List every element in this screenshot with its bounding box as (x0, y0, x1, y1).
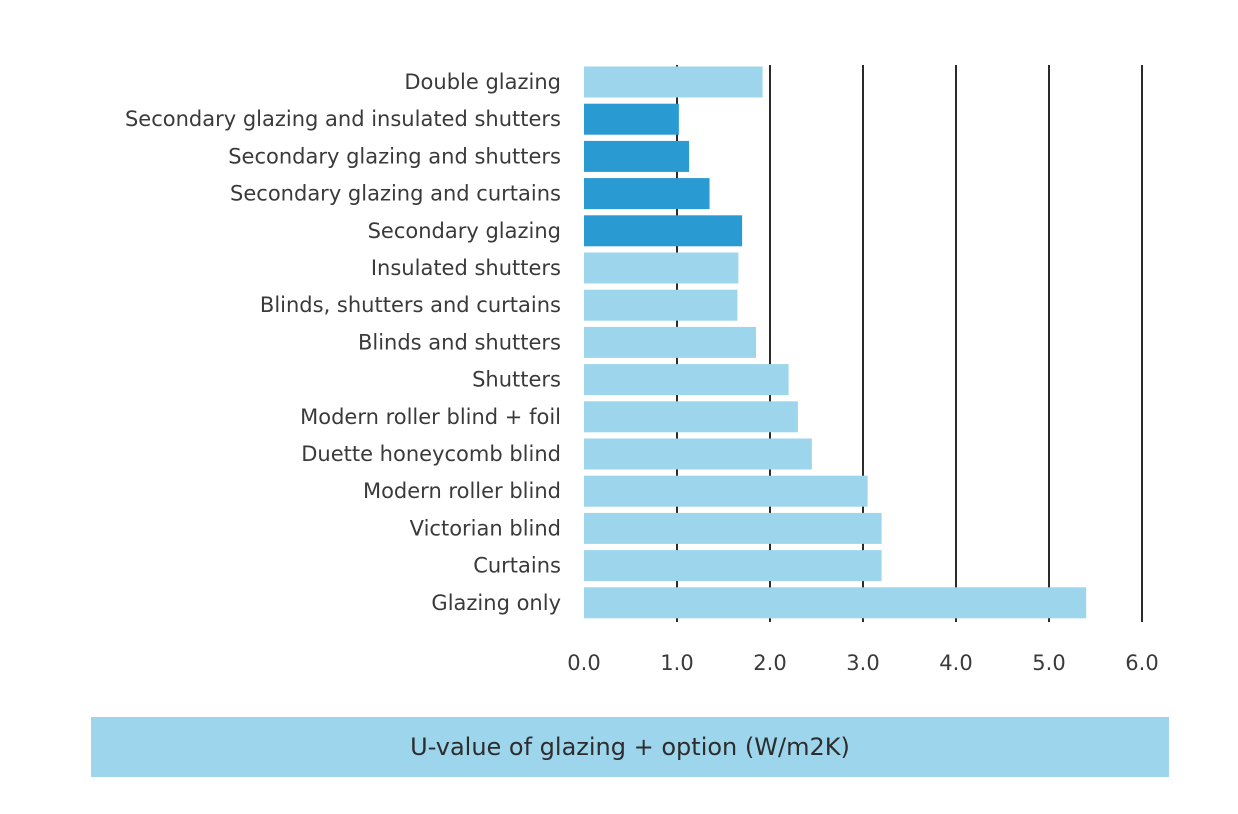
category-label: Shutters (472, 368, 561, 392)
bar (584, 289, 738, 321)
category-labels: Double glazing Secondary glazing and insu… (125, 70, 561, 615)
bar (584, 550, 882, 582)
category-label: Double glazing (404, 70, 561, 94)
category-label: Blinds and shutters (358, 330, 561, 354)
bar (584, 587, 1087, 619)
category-label: Insulated shutters (371, 256, 561, 280)
category-label: Modern roller blind (363, 479, 561, 503)
bars (584, 66, 1087, 619)
x-tick-labels: 0.0 1.0 2.0 3.0 4.0 5.0 6.0 (567, 651, 1158, 675)
x-axis-title-band: U-value of glazing + option (W/m2K) (91, 717, 1169, 777)
category-label: Secondary glazing and shutters (228, 144, 561, 168)
category-label: Secondary glazing and curtains (230, 182, 561, 206)
x-tick-label: 3.0 (846, 651, 879, 675)
bar (584, 103, 679, 135)
x-tick-label: 6.0 (1125, 651, 1158, 675)
category-label: Blinds, shutters and curtains (260, 293, 561, 317)
category-label: Curtains (473, 554, 561, 578)
bar (584, 401, 798, 433)
x-axis-title: U-value of glazing + option (W/m2K) (410, 733, 850, 761)
bar (584, 364, 789, 396)
bar (584, 66, 763, 98)
x-tick-label: 4.0 (939, 651, 972, 675)
bar (584, 252, 739, 284)
x-tick-label: 2.0 (753, 651, 786, 675)
category-label: Victorian blind (410, 516, 561, 540)
bar (584, 140, 690, 172)
bar (584, 475, 868, 507)
bar (584, 512, 882, 544)
x-tick-label: 5.0 (1032, 651, 1065, 675)
category-label: Modern roller blind + foil (300, 405, 561, 429)
bar (584, 215, 743, 247)
x-tick-label: 1.0 (660, 651, 693, 675)
category-label: Secondary glazing (368, 219, 561, 243)
category-label: Duette honeycomb blind (301, 442, 561, 466)
x-tick-label: 0.0 (567, 651, 600, 675)
category-label: Secondary glazing and insulated shutters (125, 107, 561, 131)
bar (584, 178, 710, 210)
bar (584, 326, 757, 358)
category-label: Glazing only (431, 591, 561, 615)
bar (584, 438, 812, 470)
